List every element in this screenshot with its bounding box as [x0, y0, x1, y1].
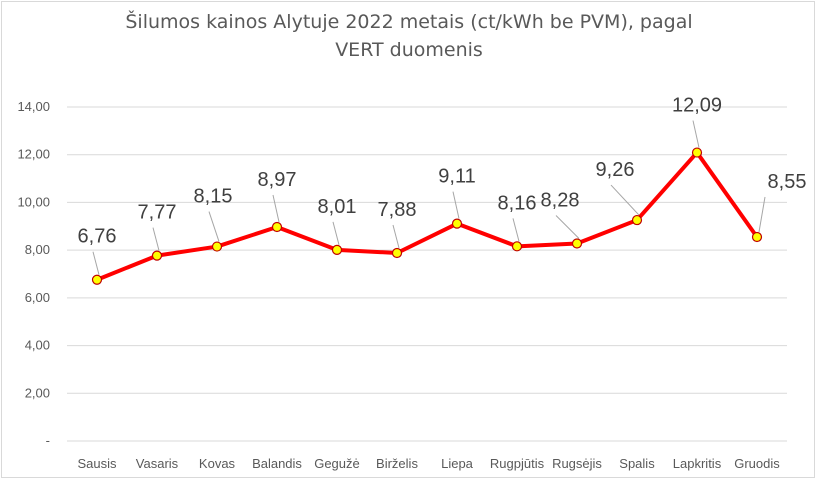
- data-label: 9,26: [596, 159, 635, 181]
- data-label: 8,16: [498, 192, 537, 214]
- data-label: 8,55: [768, 171, 807, 193]
- y-tick-label: 12,00: [17, 147, 50, 162]
- leader-line: [152, 227, 160, 251]
- data-point: [91, 274, 103, 285]
- x-tick-label: Birželis: [376, 456, 418, 471]
- y-tick-label: 10,00: [17, 194, 50, 209]
- data-point: [751, 231, 763, 243]
- y-tick-label: 14,00: [17, 99, 50, 114]
- data-point: [271, 221, 283, 233]
- x-tick-label: Balandis: [252, 456, 302, 471]
- chart-title-line-2: VERT duomenis: [335, 39, 483, 61]
- leader-line: [92, 251, 100, 275]
- x-tick-label: Spalis: [619, 456, 655, 471]
- data-point: [631, 214, 643, 226]
- x-tick-label: Gegužė: [314, 456, 360, 471]
- data-label: 8,15: [194, 186, 233, 208]
- leader-line: [758, 196, 766, 233]
- data-label: 7,88: [378, 199, 417, 221]
- leader-line: [452, 191, 460, 219]
- data-label: 12,09: [672, 95, 722, 117]
- leader-line: [555, 215, 580, 239]
- x-tick-label: Vasaris: [136, 456, 179, 471]
- x-tick-label: Liepa: [441, 456, 474, 471]
- data-point: [451, 218, 463, 229]
- y-tick-label: 4,00: [25, 338, 50, 353]
- data-label: 8,01: [318, 196, 357, 218]
- leader-line: [332, 221, 340, 246]
- y-tick-label: 8,00: [25, 242, 50, 257]
- leader-line: [392, 224, 400, 249]
- data-point: [571, 238, 583, 249]
- data-label: 8,28: [541, 189, 580, 211]
- leader-line: [512, 218, 520, 242]
- x-tick-label: Kovas: [199, 456, 236, 471]
- chart-title-line-1: Šilumos kainos Alytuje 2022 metais (ct/k…: [125, 11, 693, 33]
- y-tick-label: 2,00: [25, 385, 50, 400]
- data-point: [151, 250, 163, 261]
- x-tick-label: Lapkritis: [673, 456, 722, 471]
- leader-line: [610, 184, 640, 216]
- chart-title: Šilumos kainos Alytuje 2022 metais (ct/k…: [0, 8, 818, 64]
- data-point: [391, 247, 403, 259]
- data-label: 6,76: [78, 226, 117, 248]
- data-label: 9,11: [438, 166, 475, 188]
- data-point: [211, 241, 223, 252]
- series-line: [95, 150, 759, 282]
- data-label: 7,77: [138, 202, 177, 224]
- data-point: [691, 147, 703, 158]
- x-tick-label: Rugsėjis: [552, 456, 602, 471]
- leader-line: [272, 194, 280, 223]
- y-tick-label: -: [46, 433, 50, 448]
- leader-line: [692, 120, 700, 148]
- x-tick-label: Gruodis: [734, 456, 780, 471]
- x-tick-label: Rugpjūtis: [490, 456, 545, 471]
- leader-line: [208, 211, 220, 242]
- data-point: [511, 241, 523, 252]
- data-point: [331, 244, 343, 256]
- x-tick-label: Sausis: [77, 456, 117, 471]
- data-label: 8,97: [258, 169, 297, 191]
- y-tick-label: 6,00: [25, 290, 50, 305]
